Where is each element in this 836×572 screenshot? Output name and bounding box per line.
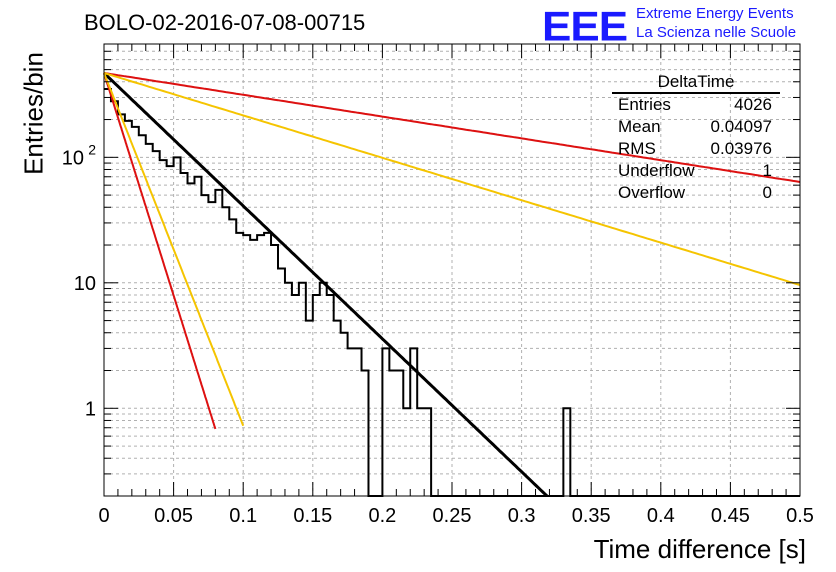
y-tick-exponent: 2 (88, 141, 96, 157)
stats-row-entries: Entries 4026 (612, 94, 780, 116)
eee-logo: EEE (542, 3, 628, 50)
y-axis-label: Entries/bin (18, 52, 49, 175)
x-tick-label: 0 (98, 505, 109, 527)
x-tick-label: 0.05 (154, 505, 193, 527)
x-tick-label: 0.1 (229, 505, 257, 527)
logo-line-1: Extreme Energy Events (636, 5, 794, 22)
x-tick-label: 0.4 (647, 505, 675, 527)
x-tick-label: 0.25 (433, 505, 472, 527)
chart-title: BOLO-02-2016-07-08-00715 (84, 10, 366, 35)
stats-row-overflow: Overflow 0 (612, 182, 780, 204)
y-tick-label: 10 (62, 147, 84, 169)
fit-curve-yellow (103, 72, 245, 427)
x-tick-label: 0.5 (786, 505, 814, 527)
stats-value: 1 (762, 161, 772, 180)
stats-value: 0 (762, 183, 772, 202)
fit-curves (102, 71, 801, 498)
logo-caption: Extreme Energy Events La Scienza nelle S… (636, 4, 796, 42)
x-tick-label: 0.45 (711, 505, 750, 527)
fit-curve-yellow (103, 72, 801, 286)
y-tick-label: 10 (74, 273, 96, 295)
stats-label: Overflow (618, 183, 686, 202)
stats-label: RMS (618, 139, 656, 158)
stats-row-mean: Mean 0.04097 (612, 116, 780, 138)
fit-curve-red (103, 72, 801, 183)
x-axis-label: Time difference [s] (593, 534, 806, 564)
x-tick-label: 0.15 (293, 505, 332, 527)
stats-title: DeltaTime (612, 72, 780, 94)
stats-value: 4026 (734, 95, 772, 114)
x-tick-label: 0.3 (508, 505, 536, 527)
x-tick-label: 0.35 (572, 505, 611, 527)
stats-row-underflow: Underflow 1 (612, 160, 780, 182)
fit-curve-red (103, 72, 217, 430)
axes: 0 0.05 0.1 0.15 0.2 0.25 0.3 0.35 0.4 0.45 0.51101… (62, 43, 814, 527)
stats-row-rms: RMS 0.03976 (612, 138, 780, 160)
stats-label: Entries (618, 95, 671, 114)
y-tick-label: 1 (85, 398, 96, 420)
stats-value: 0.03976 (710, 139, 772, 158)
x-tick-label: 0.2 (368, 505, 396, 527)
stats-value: 0.04097 (710, 117, 772, 136)
stats-label: Mean (618, 117, 661, 136)
logo-line-2: La Scienza nelle Scuole (636, 24, 797, 41)
stats-box: DeltaTime Entries 4026 Mean 0.04097 RMS … (612, 72, 780, 204)
stats-label: Underflow (618, 161, 695, 180)
fit-curve-black (102, 71, 549, 498)
